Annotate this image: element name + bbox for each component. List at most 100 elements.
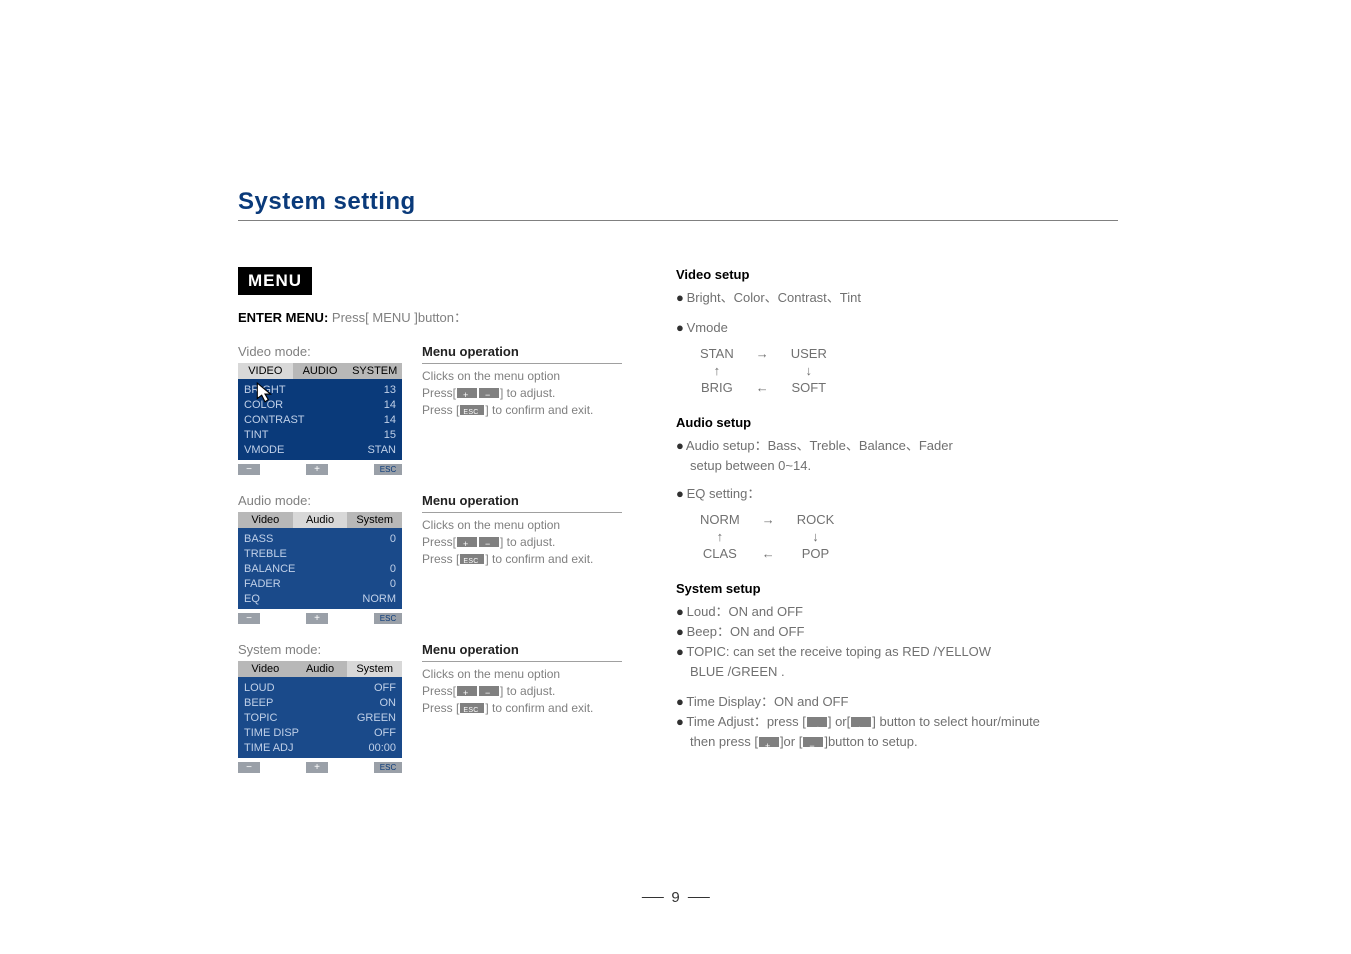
audio-setup-line2: setup between 0~14. (676, 456, 1116, 476)
eq-norm: NORM (690, 512, 750, 527)
vmode-user: USER (781, 346, 837, 361)
audio-setup-title: Audio setup (676, 415, 1116, 430)
label: Time Adjust：press [ (686, 714, 805, 729)
arrow-up-icon: ↑ (690, 529, 750, 544)
tab-audio[interactable]: AUDIO (293, 363, 348, 379)
plus-icon (457, 388, 477, 398)
left-icon (851, 717, 871, 727)
eq-clas: CLAS (690, 546, 750, 561)
system-footer: − + ESC (238, 762, 402, 773)
tab-audio[interactable]: Audio (293, 661, 348, 677)
op-line: Press[] to adjust. (422, 534, 642, 551)
menu-row: BALANCE0 (238, 562, 402, 577)
dash-icon (688, 897, 710, 898)
label: Press[ (422, 535, 456, 549)
right-icon (807, 717, 827, 727)
label: Bright、Color、Contrast、Tint (687, 290, 861, 305)
time-disp-line: ● Time Display：ON and OFF (676, 692, 1116, 712)
minus-icon (479, 686, 499, 696)
eq-rock: ROCK (787, 512, 845, 527)
menu-value: OFF (374, 681, 396, 696)
label: Press [ (422, 403, 459, 417)
arrow-up-icon: ↑ (690, 363, 744, 378)
enter-menu-line: ENTER MENU: Press[ MENU ]button： (238, 307, 648, 326)
menu-key: CONTRAST (244, 413, 305, 428)
menu-key: FADER (244, 577, 281, 592)
menu-value: ON (380, 696, 397, 711)
label: ] to confirm and exit. (485, 552, 593, 566)
menu-row: TREBLE (238, 547, 402, 562)
vmode-stan: STAN (690, 346, 744, 361)
menu-row: TINT15 (238, 428, 402, 443)
plus-icon (457, 537, 477, 547)
menu-value: 0 (390, 577, 396, 592)
menu-value: 14 (384, 398, 396, 413)
eq-pop: POP (787, 546, 845, 561)
video-tabs: VIDEO AUDIO SYSTEM (238, 363, 402, 379)
plus-button[interactable]: + (306, 762, 328, 773)
tab-video[interactable]: Video (238, 512, 293, 528)
plus-icon (759, 737, 779, 747)
menu-row: LOUD OFF (238, 681, 402, 696)
system-tabs: Video Audio System (238, 661, 402, 677)
audio-mode-block: Audio mode: Video Audio System BASS 0 TRE… (238, 493, 648, 624)
op-line: Press [ ] to confirm and exit. (422, 402, 642, 419)
tab-system[interactable]: System (347, 661, 402, 677)
menu-key: TINT (244, 428, 268, 443)
label: Press [ (422, 701, 459, 715)
op-line: Press[ ] to adjust. (422, 385, 642, 402)
dash-icon (641, 897, 663, 898)
audio-mode-caption: Audio mode: (238, 493, 402, 508)
audio-menu-box: BASS 0 TREBLE BALANCE0 FADER 0 EQNORM (238, 528, 402, 609)
arrow-down-icon: ↓ (781, 363, 837, 378)
minus-button[interactable]: − (238, 613, 260, 624)
page-title: System setting (238, 188, 1118, 216)
right-column: Video setup ● Bright、Color、Contrast、Tint… (676, 267, 1116, 773)
esc-button[interactable]: ESC (374, 464, 402, 475)
tab-system[interactable]: SYSTEM (347, 363, 402, 379)
audio-setup-line1: ● Audio setup：Bass、Treble、Balance、Fader (676, 436, 1116, 456)
system-setup-section: System setup ● Loud：ON and OFF ● Beep：ON… (676, 581, 1116, 752)
video-setup-list: ● Bright、Color、Contrast、Tint (676, 288, 1116, 308)
time-adj-line-1: ● Time Adjust：press [] or[] button to se… (676, 712, 1116, 732)
label: ] to adjust. (500, 386, 555, 400)
label: Loud：ON and OFF (687, 604, 803, 619)
tab-system[interactable]: System (347, 512, 402, 528)
menu-key: BASS (244, 532, 273, 547)
loud-line: ● Loud：ON and OFF (676, 602, 1116, 622)
label: ] to confirm and exit. (485, 403, 593, 417)
time-adj-line-2: then press []or []button to setup. (676, 732, 1116, 752)
op-line: Clicks on the menu option (422, 368, 642, 385)
menu-key: LOUD (244, 681, 275, 696)
topic-line-1: ● TOPIC: can set the receive toping as R… (676, 642, 1116, 662)
minus-button[interactable]: − (238, 762, 260, 773)
system-mode-panel: System mode: Video Audio System LOUDOFF … (238, 642, 402, 773)
menu-key: EQ (244, 592, 260, 607)
menu-value: 0 (390, 562, 396, 577)
menu-operation-title: Menu operation (422, 344, 642, 359)
esc-button[interactable]: ESC (374, 613, 402, 624)
plus-button[interactable]: + (306, 464, 328, 475)
label: Press [ (422, 552, 459, 566)
label: Time Display：ON and OFF (686, 694, 848, 709)
tab-video[interactable]: VIDEO (238, 363, 293, 379)
plus-button[interactable]: + (306, 613, 328, 624)
vmode-cycle: STAN → USER ↑ ↓ BRIG ← SOFT (688, 344, 839, 397)
label: Press[ (422, 386, 456, 400)
menu-value: STAN (367, 443, 396, 458)
menu-key: BEEP (244, 696, 273, 711)
label: TOPIC: can set the receive toping as RED… (686, 644, 991, 659)
minus-button[interactable]: − (238, 464, 260, 475)
video-mode-panel: Video mode: VIDEO AUDIO SYSTEM BRIGHT13 … (238, 344, 402, 475)
label: Beep：ON and OFF (687, 624, 805, 639)
tab-audio[interactable]: Audio (293, 512, 348, 528)
beep-line: ● Beep：ON and OFF (676, 622, 1116, 642)
tab-video[interactable]: Video (238, 661, 293, 677)
video-setup-title: Video setup (676, 267, 1116, 282)
minus-icon (479, 537, 499, 547)
menu-row: EQNORM (238, 592, 402, 607)
title-underline (238, 220, 1118, 221)
op-line: Press [] to confirm and exit. (422, 700, 642, 717)
esc-button[interactable]: ESC (374, 762, 402, 773)
op-line: Press[] to adjust. (422, 683, 642, 700)
